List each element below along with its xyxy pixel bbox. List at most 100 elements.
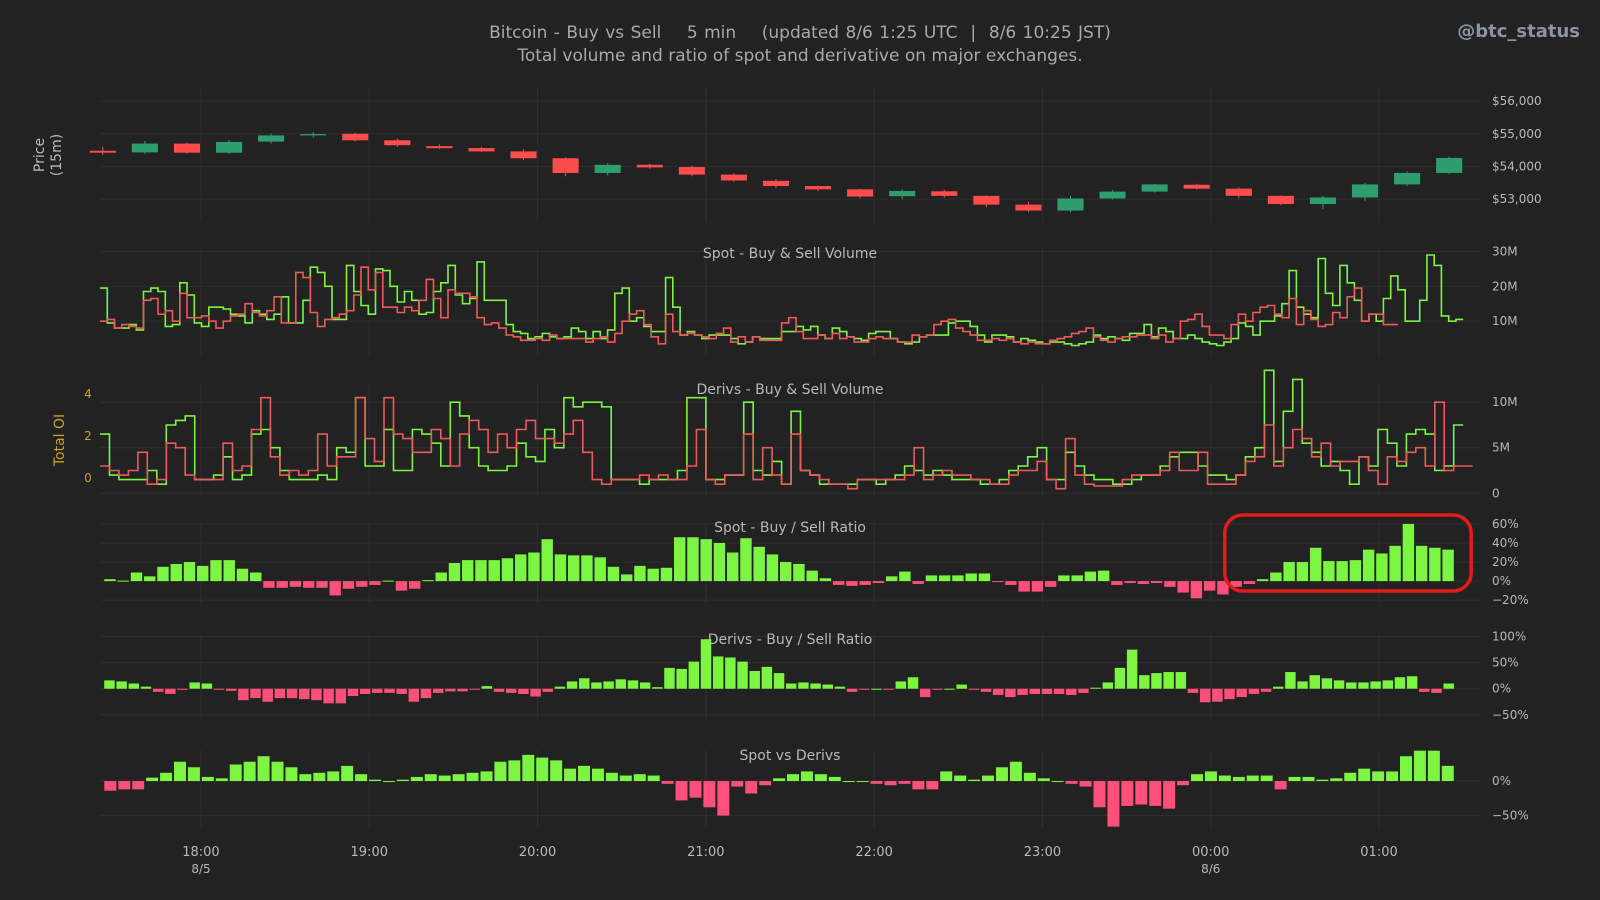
candle-body [1309, 197, 1336, 205]
ratio-bar [822, 684, 833, 689]
ratio-bar [508, 760, 521, 782]
ratio-bar [761, 666, 773, 689]
ratio-bar [313, 772, 326, 782]
ratio-bar [676, 668, 687, 689]
ratio-bar [603, 681, 614, 689]
ratio-bar [201, 776, 214, 782]
ratio-bar [396, 779, 409, 782]
ratio-bar [1066, 688, 1077, 695]
panel-derivs-buy-sell-ratio: −50% 0% 50% 100% Derivs - Buy / Sell Ratio [104, 630, 1529, 722]
panel-title: Spot - Buy & Sell Volume [703, 246, 877, 262]
candle-body [1267, 195, 1294, 205]
ratio-bar [846, 688, 858, 692]
ratio-bar [1370, 681, 1381, 689]
ratio-bar [1126, 649, 1138, 689]
ratio-bar [197, 565, 209, 582]
y-tick-label: 60% [1492, 517, 1519, 531]
ratio-bar [591, 682, 602, 689]
ratio-bar [229, 764, 242, 782]
ratio-bar [605, 772, 618, 782]
candle-body [426, 146, 453, 149]
ratio-bar [627, 680, 639, 689]
ratio-bar [1114, 667, 1126, 689]
panel-title: Spot - Buy / Sell Ratio [714, 520, 866, 536]
ratio-bar [594, 557, 606, 582]
candle-body [1394, 172, 1421, 185]
ratio-bar [689, 781, 702, 798]
ratio-bar [591, 768, 604, 782]
y-tick-label: 40% [1492, 536, 1519, 550]
ratio-bar [834, 686, 846, 689]
candle-body [678, 167, 705, 175]
ratio-bar [174, 761, 186, 782]
ratio-bar [773, 673, 785, 689]
ratio-bar [424, 774, 437, 782]
ratio-bar [382, 580, 394, 582]
candle-body [1183, 184, 1210, 189]
ratio-bar [1163, 781, 1176, 809]
ratio-bar [396, 688, 407, 694]
ratio-bar [980, 688, 992, 692]
y-tick-label: 50% [1492, 656, 1519, 670]
y-tick-label: 0% [1492, 574, 1511, 588]
ratio-bar [1358, 682, 1369, 689]
ratio-bar [1272, 686, 1284, 689]
ratio-bar [420, 688, 432, 699]
ratio-bar [872, 581, 885, 584]
ratio-bar [944, 688, 955, 690]
ratio-bar [165, 688, 176, 694]
ratio-bar [1344, 772, 1357, 782]
candle-body [173, 143, 200, 153]
ratio-bar [1212, 688, 1223, 702]
ratio-bar [1336, 561, 1348, 582]
ratio-bar [554, 554, 567, 582]
ratio-bar [1177, 581, 1189, 593]
ratio-bar [117, 580, 129, 582]
ratio-bar [1248, 688, 1260, 694]
ratio-bar [1358, 768, 1371, 782]
ratio-bar [978, 573, 991, 582]
ratio-bar [452, 774, 465, 782]
ratio-bar [481, 686, 493, 689]
y-tick-label: 0 [1492, 486, 1500, 500]
ratio-bar [505, 688, 517, 693]
ratio-bar [1065, 781, 1078, 784]
ratio-bar [859, 688, 870, 690]
ratio-bar [1376, 553, 1388, 582]
ratio-bar [356, 581, 368, 587]
ratio-bar [773, 778, 786, 782]
ratio-bar [1217, 581, 1229, 595]
ratio-bar [1139, 675, 1150, 689]
ratio-bar [832, 581, 845, 585]
ratio-bar [457, 688, 468, 692]
ratio-bar [518, 688, 529, 694]
ratio-bar [299, 774, 312, 782]
ratio-bar [128, 683, 140, 689]
ratio-bar [144, 576, 156, 582]
ratio-bar [542, 688, 553, 692]
ratio-bar [501, 558, 514, 582]
ratio-bar [1037, 778, 1050, 782]
ratio-bar [1041, 688, 1053, 694]
x-axis: 18:00 8/5 19:00 20:00 21:00 22:00 23:00 00:00 8/… [182, 845, 1398, 876]
x-tick-label: 22:00 [855, 845, 892, 860]
oi-tick-label: 4 [84, 387, 92, 401]
ratio-bar [1163, 672, 1174, 689]
ratio-bar [1285, 672, 1296, 689]
ratio-bar [740, 538, 752, 582]
y-tick-label: 10M [1492, 314, 1518, 328]
candle-body [720, 174, 747, 181]
ratio-bar [1429, 547, 1441, 582]
ratio-bar [1442, 549, 1454, 582]
ratio-bar [1151, 673, 1162, 689]
ratio-bar [369, 581, 381, 585]
candle-body [1351, 184, 1379, 198]
ratio-bar [372, 688, 383, 693]
ratio-bar [1090, 687, 1101, 689]
ratio-bar [687, 537, 699, 582]
ratio-bar [522, 754, 535, 782]
ratio-bar [335, 688, 347, 704]
ratio-bar [528, 552, 540, 582]
x-tick-sublabel: 8/6 [1201, 862, 1220, 876]
ratio-bar [132, 781, 145, 790]
